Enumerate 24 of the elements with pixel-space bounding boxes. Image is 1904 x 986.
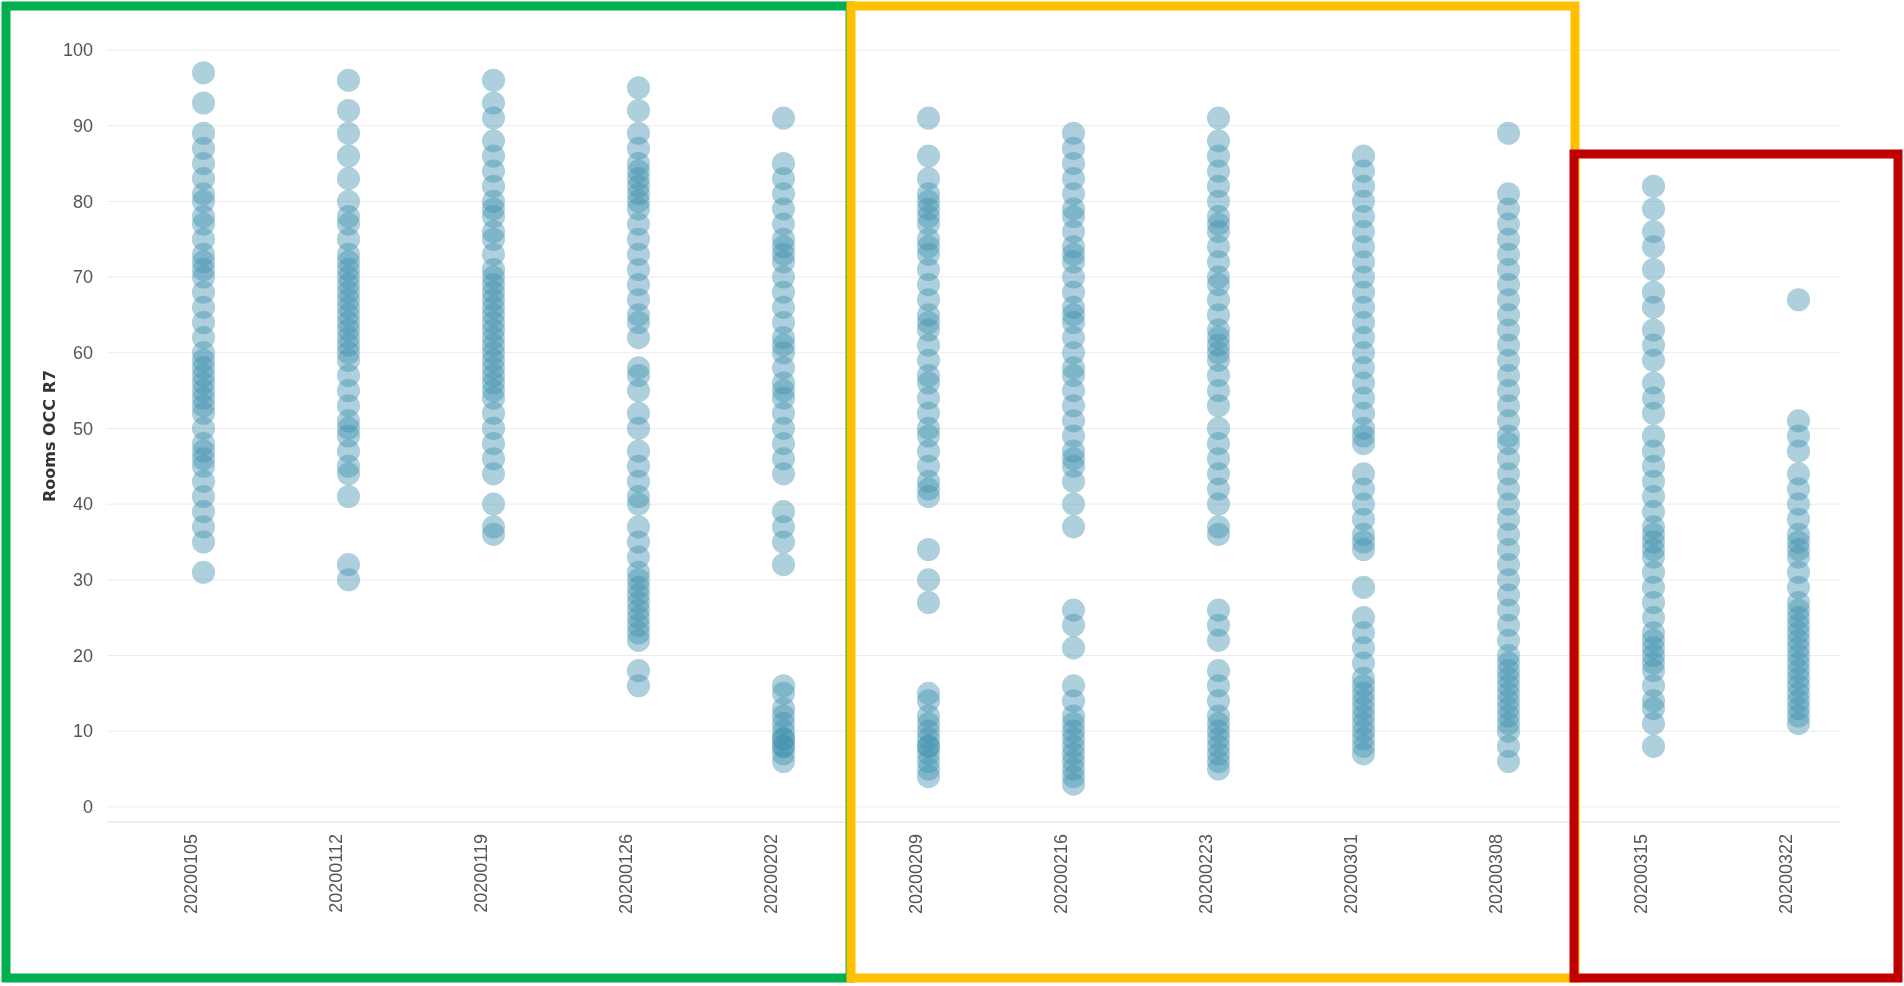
y-tick-label: 10 [72,721,93,742]
x-tick-label: 20200216 [1051,834,1072,915]
x-tick-label: 20200209 [906,834,927,915]
y-tick-label: 40 [72,494,93,515]
y-tick-label: 70 [72,267,93,288]
x-tick-label: 20200223 [1196,834,1217,915]
y-tick-label: 20 [72,645,93,666]
x-tick-label: 20200112 [326,834,347,913]
y-tick-label: 80 [72,191,93,212]
x-tick-label: 20200301 [1341,834,1362,915]
x-tick-label: 20200126 [616,834,637,915]
y-tick-label: 90 [72,115,93,136]
x-tick-label: 20200202 [761,834,782,915]
y-tick-label: 0 [82,797,93,818]
x-tick-label: 20200105 [181,834,202,915]
x-tick-label: 20200119 [471,834,492,913]
y-tick-label: 60 [72,343,93,364]
x-tick-label: 20200322 [1776,834,1797,915]
y-tick-label: 50 [72,418,93,439]
y-axis-title: Rooms OCC R7 [40,369,59,503]
y-tick-label: 30 [72,570,93,591]
x-tick-label: 20200308 [1486,834,1507,915]
y-tick-label: 100 [62,40,93,61]
x-tick-label: 20200315 [1631,834,1652,915]
